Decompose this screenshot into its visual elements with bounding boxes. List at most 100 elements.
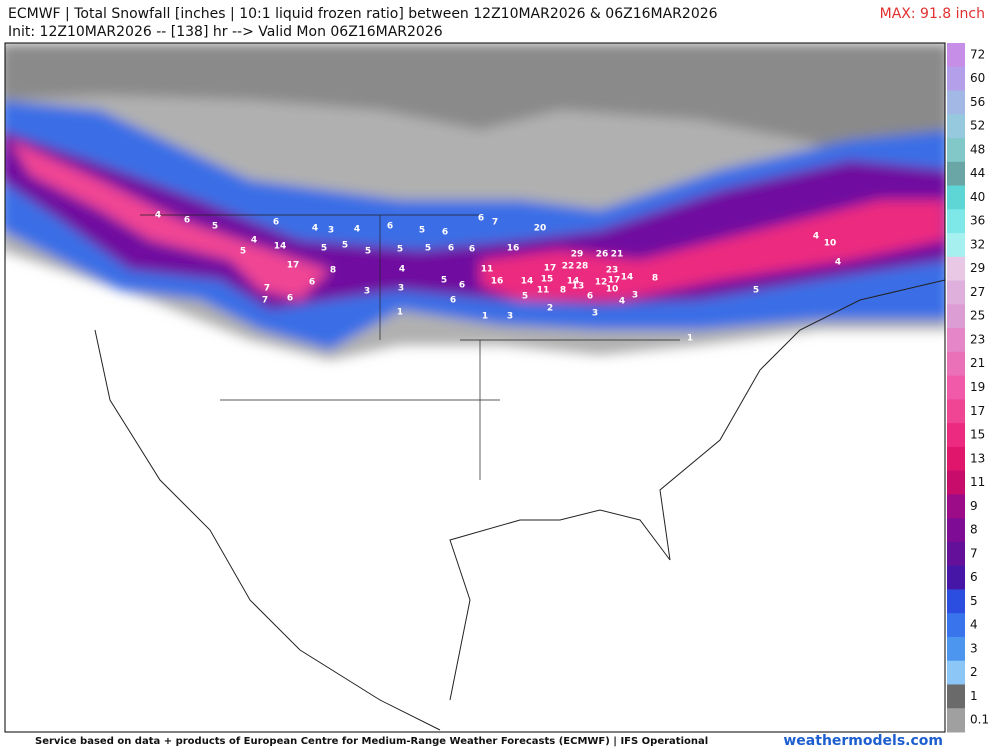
colorbar-label: 2 — [970, 665, 978, 679]
colorbar-label: 48 — [970, 142, 985, 156]
colorbar-swatch — [947, 518, 965, 543]
snow-label: 21 — [611, 250, 624, 260]
colorbar-label: 44 — [970, 166, 985, 180]
snow-label: 1 — [397, 308, 403, 318]
colorbar-label: 15 — [970, 428, 985, 442]
snow-label: 17 — [287, 261, 300, 271]
snow-label: 6 — [309, 278, 315, 288]
snow-label: 1 — [687, 334, 693, 344]
snow-label: 4 — [155, 211, 161, 221]
snow-label: 5 — [753, 286, 759, 296]
title: ECMWF | Total Snowfall [inches | 10:1 li… — [8, 6, 718, 22]
snow-label: 2 — [547, 304, 553, 314]
colorbar-label: 3 — [970, 641, 978, 655]
colorbar-label: 29 — [970, 261, 985, 275]
colorbar: 7260565248444036322927252321191715131198… — [947, 43, 989, 733]
colorbar-swatch — [947, 351, 965, 377]
snow-label: 1 — [482, 312, 488, 322]
snow-label: 3 — [507, 312, 513, 322]
snow-label: 8 — [560, 286, 566, 296]
snow-label: 17 — [608, 276, 621, 286]
colorbar-swatch — [947, 233, 965, 258]
colorbar-label: 4 — [970, 618, 978, 632]
snow-label: 2 — [107, 307, 113, 317]
colorbar-label: 56 — [970, 95, 985, 109]
snow-label: 7 — [492, 218, 498, 228]
snow-label: 11 — [537, 286, 550, 296]
snow-label: 5 — [240, 247, 246, 257]
colorbar-swatch — [947, 423, 965, 448]
colorbar-swatch — [947, 138, 965, 163]
colorbar-swatch — [947, 470, 965, 495]
snow-label: 22 — [562, 262, 575, 272]
colorbar-swatch — [947, 660, 965, 685]
snow-label: 16 — [507, 244, 520, 254]
colorbar-label: 19 — [970, 380, 985, 394]
snow-label: 5 — [419, 226, 425, 236]
colorbar-label: 1 — [970, 689, 978, 703]
coastline — [94, 279, 945, 731]
snow-label: 5 — [212, 222, 218, 232]
snow-label: 5 — [522, 292, 528, 302]
snow-label: 10 — [824, 239, 837, 249]
snow-label: 6 — [287, 294, 293, 304]
colorbar-swatch — [947, 256, 965, 282]
snow-label: 4 — [813, 232, 819, 242]
colorbar-label: 21 — [970, 356, 985, 370]
snow-label: 7 — [264, 284, 270, 294]
snow-label: 12 — [595, 278, 608, 288]
snow-label: 8 — [652, 274, 658, 284]
colorbar-label: 60 — [970, 71, 985, 85]
snow-label: 6 — [273, 218, 279, 228]
snow-label: 6 — [469, 245, 475, 255]
snow-field — [5, 43, 945, 360]
credit: Service based on data + products of Euro… — [35, 736, 708, 747]
snow-label: 3 — [398, 284, 404, 294]
snow-label: 13 — [572, 282, 585, 292]
colorbar-label: 0.1 — [970, 713, 989, 727]
colorbar-swatch — [947, 708, 965, 733]
snow-label: 6 — [450, 296, 456, 306]
colorbar-label: 32 — [970, 237, 985, 251]
snow-label: 5 — [365, 247, 371, 257]
colorbar-label: 13 — [970, 451, 985, 465]
snow-label: 26 — [596, 250, 609, 260]
colorbar-swatch — [947, 161, 965, 187]
snow-label: 28 — [576, 262, 589, 272]
snow-label: 6 — [442, 228, 448, 238]
snow-label: 4 — [835, 258, 841, 268]
snow-label: 20 — [534, 224, 547, 234]
colorbar-label: 5 — [970, 594, 978, 608]
colorbar-label: 27 — [970, 285, 985, 299]
snow-label: 4 — [354, 225, 360, 235]
snow-label: 6 — [459, 281, 465, 291]
colorbar-swatch — [947, 636, 965, 662]
colorbar-swatch — [947, 399, 965, 424]
max-label: MAX: 91.8 inch — [880, 6, 985, 22]
colorbar-swatch — [947, 494, 965, 519]
colorbar-swatch — [947, 541, 965, 567]
colorbar-swatch — [947, 43, 965, 68]
colorbar-label: 7 — [970, 546, 978, 560]
snow-label: 11 — [481, 265, 494, 275]
snow-label: 4 — [251, 236, 257, 246]
colorbar-swatch — [947, 589, 965, 614]
snow-label: 3 — [364, 287, 370, 297]
colorbar-swatch — [947, 114, 965, 139]
colorbar-swatch — [947, 90, 965, 115]
snow-label: 5 — [321, 244, 327, 254]
snow-label: 6 — [587, 292, 593, 302]
snow-label: 29 — [571, 250, 584, 260]
borders — [140, 214, 680, 480]
colorbar-label: 36 — [970, 214, 985, 228]
colorbar-label: 8 — [970, 523, 978, 537]
snow-label: 3 — [592, 309, 598, 319]
site-link[interactable]: weathermodels.com — [783, 733, 943, 749]
snow-label: 17 — [544, 264, 557, 274]
snow-label: 14 — [567, 277, 580, 287]
colorbar-label: 6 — [970, 570, 978, 584]
snow-label: 5 — [397, 245, 403, 255]
